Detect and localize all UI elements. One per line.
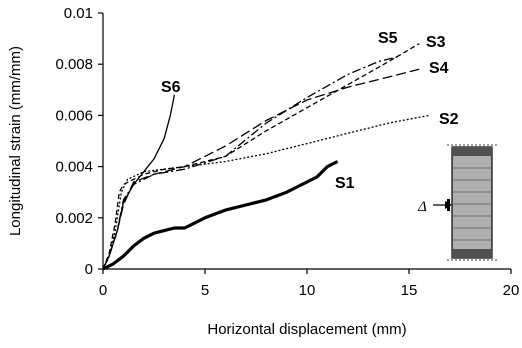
- series-label-s3: S3: [426, 34, 446, 51]
- specimen-top-cap: [452, 147, 492, 156]
- specimen-body: [451, 146, 493, 259]
- series-group: [102, 43, 430, 271]
- y-tick-label: 0.01: [64, 5, 93, 22]
- series-label-s1: S1: [335, 175, 355, 192]
- y-tick-label: 0.006: [55, 107, 93, 124]
- x-tick-label: 0: [99, 282, 107, 299]
- series-label-s2: S2: [439, 111, 459, 128]
- series-line-s3: [102, 43, 420, 270]
- delta-label: Δ: [417, 199, 427, 215]
- y-tick-label: 0.008: [55, 56, 93, 73]
- series-line-s6: [102, 94, 176, 270]
- x-tick-label: 15: [401, 282, 418, 299]
- x-ticks: 0 5 10 15 20: [99, 269, 520, 299]
- specimen-bottom-cap: [452, 249, 492, 258]
- x-axis-title: Horizontal displacement (mm): [207, 321, 406, 338]
- y-tick-label: 0: [85, 261, 93, 278]
- y-ticks: 0 0.002 0.004 0.006 0.008 0.01: [55, 5, 103, 278]
- y-tick-label: 0.004: [55, 159, 93, 176]
- y-axis-title: Longitudinal strain (mm/mm): [7, 46, 24, 236]
- column-specimen-illustration: Δ: [417, 144, 497, 261]
- series-line-s2: [102, 114, 430, 270]
- x-tick-label: 20: [503, 282, 520, 299]
- series-line-s4: [102, 68, 420, 270]
- series-labels: S1 S2 S3 S4 S5 S6: [161, 30, 459, 192]
- series-label-s4: S4: [429, 60, 449, 77]
- series-label-s5: S5: [378, 30, 398, 47]
- load-plate: [447, 199, 450, 211]
- x-tick-label: 10: [299, 282, 316, 299]
- x-tick-label: 5: [201, 282, 209, 299]
- series-line-s1: [102, 160, 339, 271]
- series-label-s6: S6: [161, 79, 181, 96]
- y-tick-label: 0.002: [55, 210, 93, 227]
